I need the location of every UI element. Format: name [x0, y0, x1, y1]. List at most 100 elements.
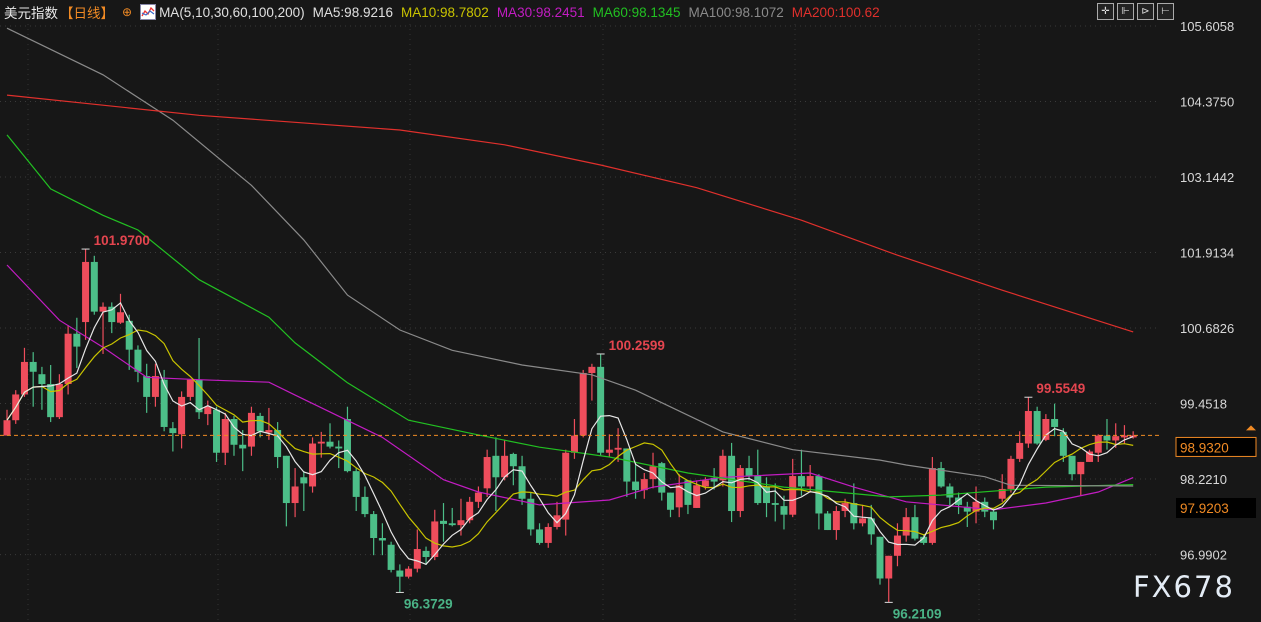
candle-down — [125, 314, 133, 370]
candle-up — [3, 409, 11, 436]
candle-body — [771, 503, 779, 505]
candle-body — [361, 496, 369, 515]
ma60-line — [6, 134, 1134, 498]
candle-down — [29, 352, 37, 407]
candle-body — [1068, 455, 1076, 475]
exit-icon[interactable]: ⊢ — [1157, 3, 1174, 20]
candle-body — [82, 261, 90, 323]
candle-body — [90, 261, 98, 312]
candle-body — [1059, 431, 1067, 456]
ma30-line — [6, 264, 1134, 511]
candle-up — [675, 474, 683, 518]
play-icon[interactable]: ⊳ — [1137, 3, 1154, 20]
candle-body — [291, 486, 299, 504]
candle-body — [998, 488, 1006, 499]
candle-down — [797, 449, 805, 496]
candle-body — [448, 523, 456, 526]
candle-up — [501, 439, 509, 481]
candle-up — [186, 379, 194, 401]
y-tick-label: 103.1442 — [1180, 170, 1234, 185]
candle-down — [352, 468, 360, 512]
candle-body — [640, 479, 648, 491]
candle-up — [928, 457, 936, 545]
ma100-value: MA100:98.1072 — [688, 4, 784, 20]
candle-body — [710, 477, 718, 482]
candle-body — [824, 513, 832, 531]
candle-body — [867, 518, 875, 535]
candle-down — [876, 536, 884, 585]
period-selector[interactable]: 【日线】 — [60, 6, 114, 21]
candle-body — [239, 444, 247, 449]
candle-body — [309, 443, 317, 487]
candle-body — [64, 333, 72, 385]
candle-body — [466, 501, 474, 521]
candle-up — [885, 555, 893, 603]
candle-body — [597, 366, 605, 453]
y-tick-label: 105.6058 — [1180, 19, 1234, 34]
candle-body — [789, 476, 797, 515]
candle-body — [282, 455, 290, 504]
candle-body — [911, 517, 919, 539]
candle-body — [728, 455, 736, 512]
candle-body — [134, 349, 142, 372]
crosshair-icon[interactable]: ✛ — [1097, 3, 1114, 20]
y-tick-label: 101.9134 — [1180, 246, 1234, 261]
candle-body — [108, 306, 116, 323]
instrument-title: 美元指数 — [4, 6, 58, 21]
candle-down — [38, 366, 46, 410]
candle-body — [562, 452, 570, 520]
candle-down — [536, 523, 544, 545]
candle-up — [405, 566, 413, 579]
candle-down — [518, 455, 526, 505]
candle-down — [108, 302, 116, 334]
candle-down — [981, 497, 989, 518]
candle-down — [937, 461, 945, 488]
candle-body — [518, 466, 526, 499]
candle-body — [876, 536, 884, 579]
circle-plus-icon[interactable]: ⊕ — [122, 5, 133, 19]
ma30-value: MA30:98.2451 — [496, 4, 585, 20]
candle-body — [38, 374, 46, 385]
chart-header: 美元指数 【日线】 ⊕ MA(5,10,30,60,100,200) MA5:9… — [0, 0, 1261, 24]
candle-body — [29, 361, 37, 372]
candle-body — [1077, 461, 1085, 475]
candle-down — [256, 412, 264, 438]
candle-down — [387, 541, 395, 573]
candle-down — [946, 483, 954, 507]
candle-body — [73, 333, 81, 347]
candle-down — [955, 492, 963, 515]
y-tick-label: 100.6826 — [1180, 321, 1234, 336]
candle-body — [859, 518, 867, 524]
candle-down — [378, 523, 386, 556]
marker-price-label: 97.9203 — [1180, 501, 1229, 516]
ma-params[interactable]: MA(5,10,30,60,100,200) — [159, 4, 305, 20]
high-label: 99.5549 — [1036, 381, 1085, 396]
ma-chart-icon[interactable] — [140, 4, 157, 20]
y-tick-label: 98.2210 — [1180, 472, 1227, 487]
candle-up — [1086, 449, 1094, 462]
candle-body — [928, 468, 936, 543]
candle-down — [213, 406, 221, 462]
candle-body — [47, 384, 55, 418]
ma200-value: MA200:100.62 — [791, 4, 880, 20]
candle-down — [448, 507, 456, 527]
candle-down — [771, 483, 779, 522]
candle-body — [20, 361, 28, 395]
candle-up — [99, 302, 107, 354]
candle-body — [440, 520, 447, 524]
candle-body — [483, 457, 491, 489]
candle-down — [195, 338, 203, 419]
candle-body — [501, 455, 509, 478]
candle-down — [440, 503, 447, 542]
candle-down — [370, 511, 378, 556]
candle-body — [1007, 458, 1015, 489]
candle-down — [597, 353, 605, 456]
candle-up — [116, 293, 124, 324]
ma100-line — [6, 27, 1134, 487]
candle-up — [204, 400, 212, 426]
candle-body — [396, 570, 404, 577]
candle-body — [902, 517, 910, 536]
candle-body — [1016, 442, 1024, 459]
range-icon[interactable]: ⊩ — [1117, 3, 1134, 20]
